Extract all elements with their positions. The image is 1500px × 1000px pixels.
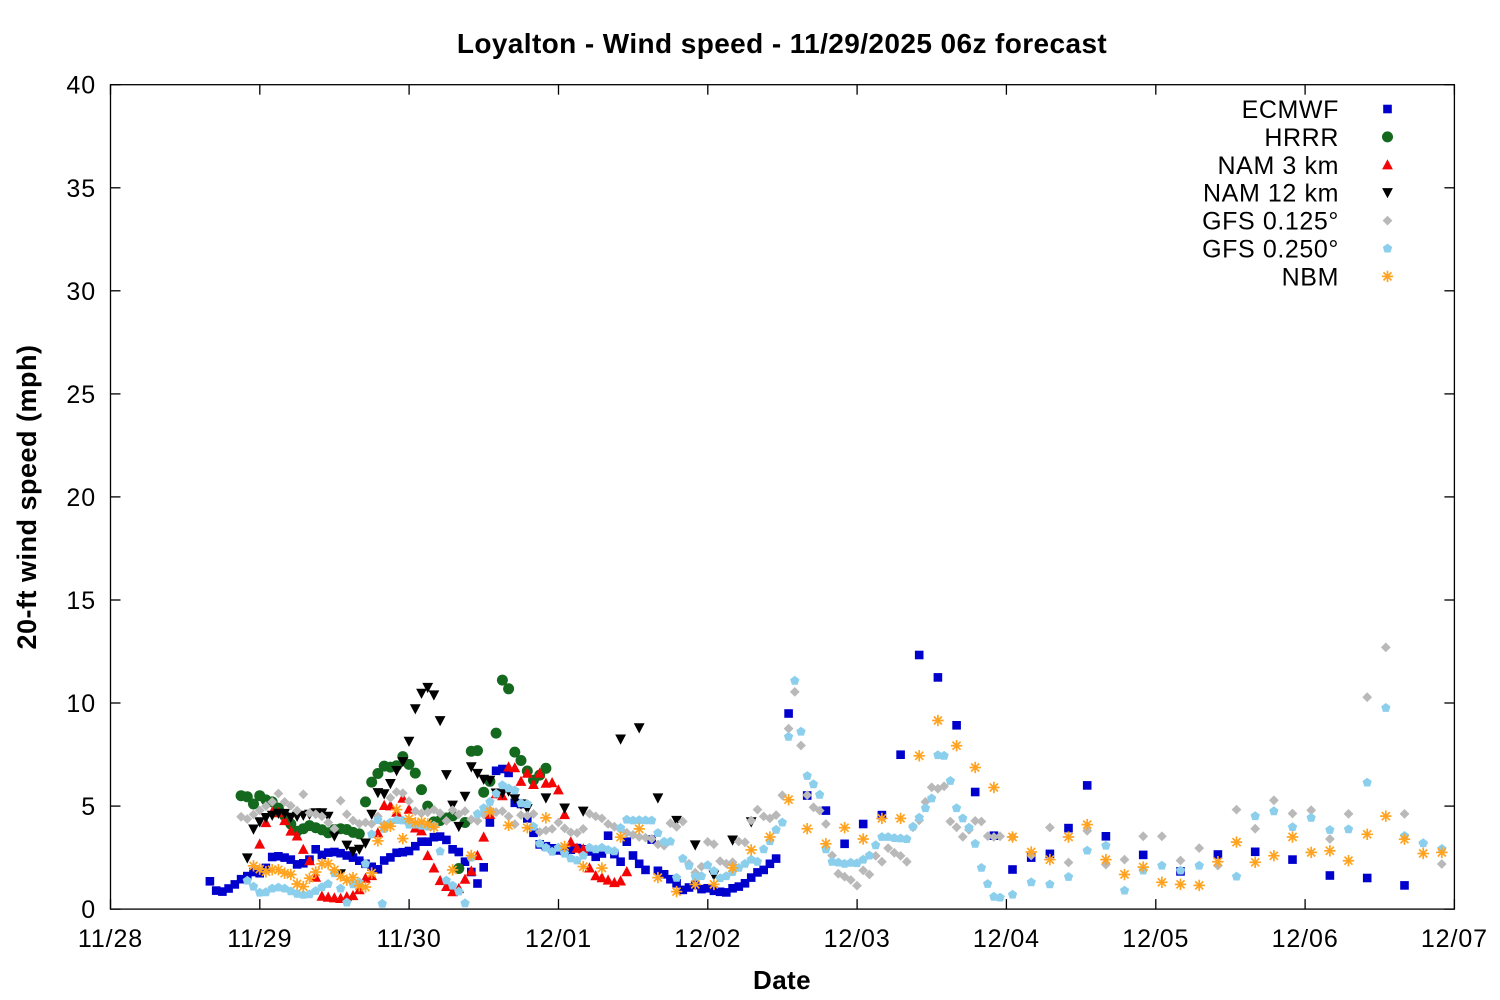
svg-text:NAM 3 km: NAM 3 km — [1218, 152, 1339, 180]
svg-text:20-ft wind speed (mph): 20-ft wind speed (mph) — [12, 344, 42, 649]
svg-text:Date: Date — [753, 965, 811, 995]
svg-text:12/04: 12/04 — [973, 925, 1040, 953]
svg-text:11/29: 11/29 — [227, 925, 292, 953]
svg-text:GFS 0.125°: GFS 0.125° — [1202, 208, 1339, 236]
svg-text:NAM 12 km: NAM 12 km — [1203, 180, 1339, 208]
svg-text:12/03: 12/03 — [824, 925, 891, 953]
svg-text:40: 40 — [66, 72, 96, 100]
svg-text:HRRR: HRRR — [1264, 124, 1339, 152]
svg-text:GFS 0.250°: GFS 0.250° — [1202, 236, 1339, 264]
svg-text:11/30: 11/30 — [376, 925, 441, 953]
svg-text:12/01: 12/01 — [525, 925, 592, 953]
svg-text:11/28: 11/28 — [78, 925, 143, 953]
svg-text:12/05: 12/05 — [1122, 925, 1189, 953]
svg-text:0: 0 — [81, 896, 96, 924]
svg-text:10: 10 — [66, 690, 96, 718]
svg-text:35: 35 — [66, 175, 96, 203]
svg-text:12/06: 12/06 — [1272, 925, 1339, 953]
svg-text:12/02: 12/02 — [674, 925, 741, 953]
svg-text:Loyalton - Wind speed - 11/29/: Loyalton - Wind speed - 11/29/2025 06z f… — [457, 28, 1107, 59]
svg-text:15: 15 — [66, 587, 96, 615]
svg-text:25: 25 — [66, 381, 96, 409]
svg-text:NBM: NBM — [1282, 263, 1339, 291]
svg-text:ECMWF: ECMWF — [1242, 96, 1339, 124]
svg-text:20: 20 — [66, 484, 96, 512]
svg-text:30: 30 — [66, 278, 96, 306]
svg-text:5: 5 — [81, 793, 96, 821]
svg-text:12/07: 12/07 — [1421, 925, 1488, 953]
